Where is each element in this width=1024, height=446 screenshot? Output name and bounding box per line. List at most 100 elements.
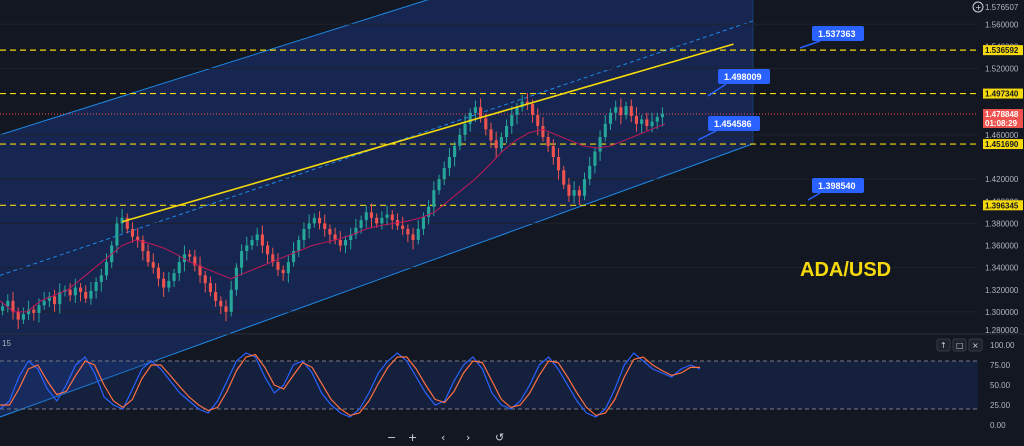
candle[interactable] xyxy=(84,291,88,299)
candle[interactable] xyxy=(343,239,348,246)
candle[interactable] xyxy=(73,287,77,296)
candle[interactable] xyxy=(577,190,581,196)
candle[interactable] xyxy=(271,254,275,263)
candle[interactable] xyxy=(655,117,659,122)
candle[interactable] xyxy=(260,234,264,246)
candle[interactable] xyxy=(520,101,524,108)
candle[interactable] xyxy=(266,245,270,255)
candle[interactable] xyxy=(240,251,244,268)
candle[interactable] xyxy=(234,267,238,290)
candle[interactable] xyxy=(162,278,166,288)
candle[interactable] xyxy=(634,116,639,124)
candle[interactable] xyxy=(494,140,498,149)
candle[interactable] xyxy=(510,114,514,127)
candle[interactable] xyxy=(42,300,46,306)
candle[interactable] xyxy=(588,165,592,180)
candle[interactable] xyxy=(27,309,31,315)
candle[interactable] xyxy=(141,239,145,252)
candle[interactable] xyxy=(598,137,602,152)
candle[interactable] xyxy=(505,126,509,138)
candle[interactable] xyxy=(291,251,296,263)
candle[interactable] xyxy=(650,121,654,127)
candle[interactable] xyxy=(463,123,467,135)
candle[interactable] xyxy=(193,256,197,266)
candle[interactable] xyxy=(479,107,483,119)
candle[interactable] xyxy=(286,262,290,274)
candle[interactable] xyxy=(349,234,353,240)
candle[interactable] xyxy=(151,262,155,268)
candle[interactable] xyxy=(1,306,5,311)
candle[interactable] xyxy=(401,225,405,229)
candle[interactable] xyxy=(208,283,212,292)
trendline[interactable] xyxy=(122,43,734,223)
candle[interactable] xyxy=(484,118,488,130)
price-callout[interactable] xyxy=(812,26,864,41)
candle[interactable] xyxy=(130,228,135,237)
candle[interactable] xyxy=(224,306,228,312)
candle[interactable] xyxy=(146,251,150,263)
candle[interactable] xyxy=(447,157,451,169)
zoom-in-button[interactable]: + xyxy=(408,431,417,444)
price-axis[interactable]: 1.5765071.5600001.5400001.5365921.520000… xyxy=(982,0,1024,335)
candle[interactable] xyxy=(323,223,327,229)
candle[interactable] xyxy=(188,254,192,257)
add-indicator-button[interactable]: + xyxy=(972,1,984,13)
candle[interactable] xyxy=(556,157,561,171)
candle[interactable] xyxy=(536,114,540,127)
candle[interactable] xyxy=(614,107,618,113)
candle[interactable] xyxy=(136,236,140,240)
reset-button[interactable]: ↺ xyxy=(495,431,504,444)
candle[interactable] xyxy=(442,168,446,180)
candle[interactable] xyxy=(411,234,415,240)
candle[interactable] xyxy=(120,217,124,224)
candle[interactable] xyxy=(177,262,181,274)
candle[interactable] xyxy=(182,254,187,263)
candle[interactable] xyxy=(214,291,218,301)
candle[interactable] xyxy=(250,239,254,246)
pane-maximize-button[interactable]: □ xyxy=(952,338,967,352)
candle[interactable] xyxy=(255,234,259,240)
candle[interactable] xyxy=(489,129,493,141)
candle[interactable] xyxy=(21,314,25,320)
candle[interactable] xyxy=(619,107,623,115)
candle[interactable] xyxy=(297,239,301,252)
candle[interactable] xyxy=(276,262,280,270)
candle[interactable] xyxy=(629,106,633,117)
candle[interactable] xyxy=(328,228,332,235)
candle[interactable] xyxy=(515,107,519,115)
candle[interactable] xyxy=(369,212,374,218)
candle[interactable] xyxy=(125,217,129,229)
candle[interactable] xyxy=(624,106,628,115)
candle[interactable] xyxy=(530,103,535,115)
channel-upper-line[interactable] xyxy=(0,0,753,136)
candle[interactable] xyxy=(156,267,161,279)
candle[interactable] xyxy=(385,214,389,218)
candle[interactable] xyxy=(172,273,176,281)
price-pane[interactable]: 1.537363 1.498009 1.454586 1.398540 xyxy=(0,0,978,418)
candle[interactable] xyxy=(525,101,529,104)
candle[interactable] xyxy=(416,228,420,240)
candle[interactable] xyxy=(572,190,576,196)
candle[interactable] xyxy=(375,217,379,224)
candle[interactable] xyxy=(167,280,171,288)
candle[interactable] xyxy=(551,145,555,158)
candle[interactable] xyxy=(427,206,431,217)
candle[interactable] xyxy=(6,300,10,307)
candle[interactable] xyxy=(11,300,15,312)
stochastic-pane[interactable]: 15 xyxy=(0,339,978,418)
candle[interactable] xyxy=(58,291,62,305)
candle[interactable] xyxy=(104,262,109,276)
stoch-d-line[interactable] xyxy=(0,353,700,417)
candle[interactable] xyxy=(562,170,566,185)
candle[interactable] xyxy=(37,305,41,313)
candle[interactable] xyxy=(453,145,457,158)
candle[interactable] xyxy=(198,265,202,276)
candle[interactable] xyxy=(603,123,607,138)
candle[interactable] xyxy=(94,282,98,291)
candle[interactable] xyxy=(89,290,93,299)
candle[interactable] xyxy=(354,227,358,235)
candle[interactable] xyxy=(406,228,410,235)
candle[interactable] xyxy=(307,223,311,229)
channel-lower-line[interactable] xyxy=(0,143,754,418)
